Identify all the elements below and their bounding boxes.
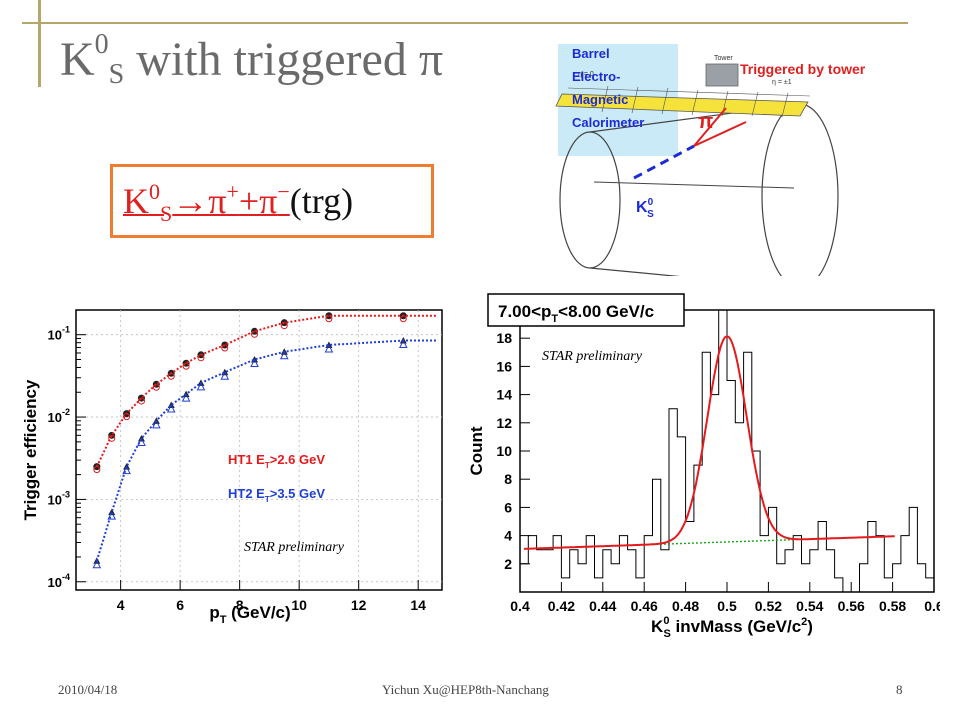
frame-horizontal-line — [38, 22, 908, 24]
eta-zero-label: η = 0 — [578, 71, 594, 78]
cylinder-bottom-edge — [589, 267, 681, 276]
histogram-y-tick-label-0: 2 — [504, 556, 512, 572]
histogram-x-tick-label-10: 0.6 — [924, 598, 940, 614]
footer-author: Yichun Xu@HEP8th-Nanchang — [382, 682, 549, 697]
ht1-point-open — [325, 315, 333, 323]
calorimeter-label-line-4: Calorimeter — [572, 115, 644, 130]
histogram-y-tick-label-1: 4 — [504, 528, 512, 544]
histogram-y-tick-label-5: 12 — [496, 415, 512, 431]
beam-axis — [593, 181, 795, 189]
histogram-x-tick-label-3: 0.46 — [631, 598, 658, 614]
efficiency-y-axis-label: Trigger efficiency — [21, 379, 40, 520]
kaon-label: K0 S — [636, 197, 654, 220]
ht1-point-open — [137, 397, 145, 405]
histogram-preliminary-note: STAR preliminary — [542, 349, 643, 364]
efficiency-preliminary-note: STAR preliminary — [244, 540, 345, 555]
histogram-x-tick-label-8: 0.56 — [838, 598, 865, 614]
efficiency-x-tick-label-4: 12 — [351, 597, 367, 613]
ht2-point-open — [196, 381, 206, 391]
histogram-x-tick-label-9: 0.58 — [879, 598, 906, 614]
ht2-point-open — [399, 339, 408, 349]
ht2-point-open — [279, 350, 289, 360]
efficiency-fit-0 — [95, 314, 436, 468]
histogram-y-tick-label-6: 14 — [496, 387, 512, 403]
kaon-track — [633, 144, 695, 180]
efficiency-x-axis-label: pT (GeV/c) — [209, 603, 290, 626]
histogram-x-tick-label-2: 0.44 — [589, 598, 616, 614]
histogram-x-tick-label-6: 0.52 — [755, 598, 782, 614]
efficiency-y-tick-label-1: 10-2 — [48, 407, 70, 425]
triggered-label: Triggered by tower — [740, 61, 866, 77]
ht2-point-open — [122, 465, 131, 475]
efficiency-x-tick-label-3: 10 — [291, 597, 307, 613]
ht1-point-open — [93, 466, 101, 474]
ht2-point-open — [166, 403, 176, 413]
pion-track-1 — [693, 107, 727, 147]
ht1-point-open — [251, 330, 259, 338]
histogram-steps — [519, 309, 934, 593]
histogram-y-tick-label-8: 18 — [496, 330, 512, 346]
page-number: 8 — [896, 682, 903, 697]
decay-label-box: K0S→π++π−(trg) — [110, 164, 434, 238]
histogram-x-tick-label-1: 0.42 — [548, 598, 575, 614]
ht2-point-open — [92, 559, 102, 569]
efficiency-x-tick-label-1: 6 — [176, 597, 184, 613]
pion-label: π — [698, 111, 713, 133]
calorimeter-label-line-3: Magnetic — [572, 92, 628, 107]
pion-track-2 — [693, 121, 747, 147]
histogram-title: 7.00<pT<8.00 GeV/c — [498, 302, 654, 325]
signal-fit-curve — [524, 334, 895, 550]
histogram-x-axis-label: K0 S invMass (GeV/c2) — [651, 615, 813, 640]
ht2-point-open — [107, 511, 117, 520]
ht1-point-open — [108, 434, 116, 442]
legend-ht1: HT1 ET>2.6 GeV — [228, 452, 325, 470]
histogram-y-tick-label-7: 16 — [496, 358, 512, 374]
efficiency-fit-1 — [95, 339, 436, 561]
histogram-x-tick-label-0: 0.4 — [510, 598, 530, 614]
efficiency-y-tick-label-0: 10-1 — [48, 325, 70, 343]
legend-ht2: HT2 ET>3.5 GeV — [228, 486, 325, 504]
ht2-point-open — [324, 343, 334, 353]
histogram-x-tick-label-4: 0.48 — [672, 598, 699, 614]
ht2-point-open — [137, 437, 146, 446]
invmass-histogram-chart: 7.00<pT<8.00 GeV/c 0.4 0.42 0.44 0.46 0.48 0.… — [462, 286, 940, 642]
trigger-tower — [705, 63, 739, 87]
efficiency-x-tick-label-5: 14 — [410, 597, 426, 613]
ht2-point-open — [250, 358, 259, 367]
ht1-point-open — [182, 362, 190, 370]
histogram-x-tick-label-7: 0.54 — [796, 598, 823, 614]
histogram-y-tick-label-4: 10 — [496, 443, 512, 459]
histogram-y-tick-label-2: 6 — [504, 499, 512, 515]
efficiency-x-tick-label-0: 4 — [117, 597, 125, 613]
ht1-point-open — [221, 344, 229, 352]
footer-date: 2010/04/18 — [58, 682, 118, 697]
efficiency-x-tick-label-2: 8 — [236, 597, 244, 613]
ht2-point-open — [181, 392, 191, 402]
frame-horizontal-stub — [22, 22, 40, 24]
ht2-point-open — [220, 371, 230, 380]
detector-schematic: Tower η = 0 η = ±1 Barrel Electro- Magne… — [555, 44, 866, 276]
efficiency-y-tick-label-3: 10-4 — [48, 572, 70, 590]
calorimeter-label: Barrel Electro- Magnetic Calorimeter — [572, 46, 644, 130]
calorimeter-grid — [567, 85, 811, 118]
cylinder-right-end — [761, 103, 839, 276]
histogram-x-tick-label-5: 0.5 — [717, 598, 737, 614]
histogram-title-box — [487, 293, 685, 327]
calorimeter-label-line-1: Barrel — [572, 46, 610, 61]
eta-one-label: η = ±1 — [772, 79, 792, 86]
histogram-y-axis-label: Count — [467, 426, 486, 475]
calorimeter-label-line-2: Electro- — [572, 69, 620, 84]
page-title: K0S with triggered π — [60, 29, 444, 90]
frame-vertical-line — [38, 0, 41, 87]
efficiency-y-tick-label-2: 10-3 — [48, 489, 70, 507]
tower-label: Tower — [714, 55, 733, 62]
ht1-point-open — [152, 383, 160, 391]
trigger-efficiency-chart: 4 6 8 10 12 14 10-1 10-2 10-3 10-4 Trigger effici… — [10, 300, 450, 628]
histogram-y-tick-label-3: 8 — [504, 471, 512, 487]
